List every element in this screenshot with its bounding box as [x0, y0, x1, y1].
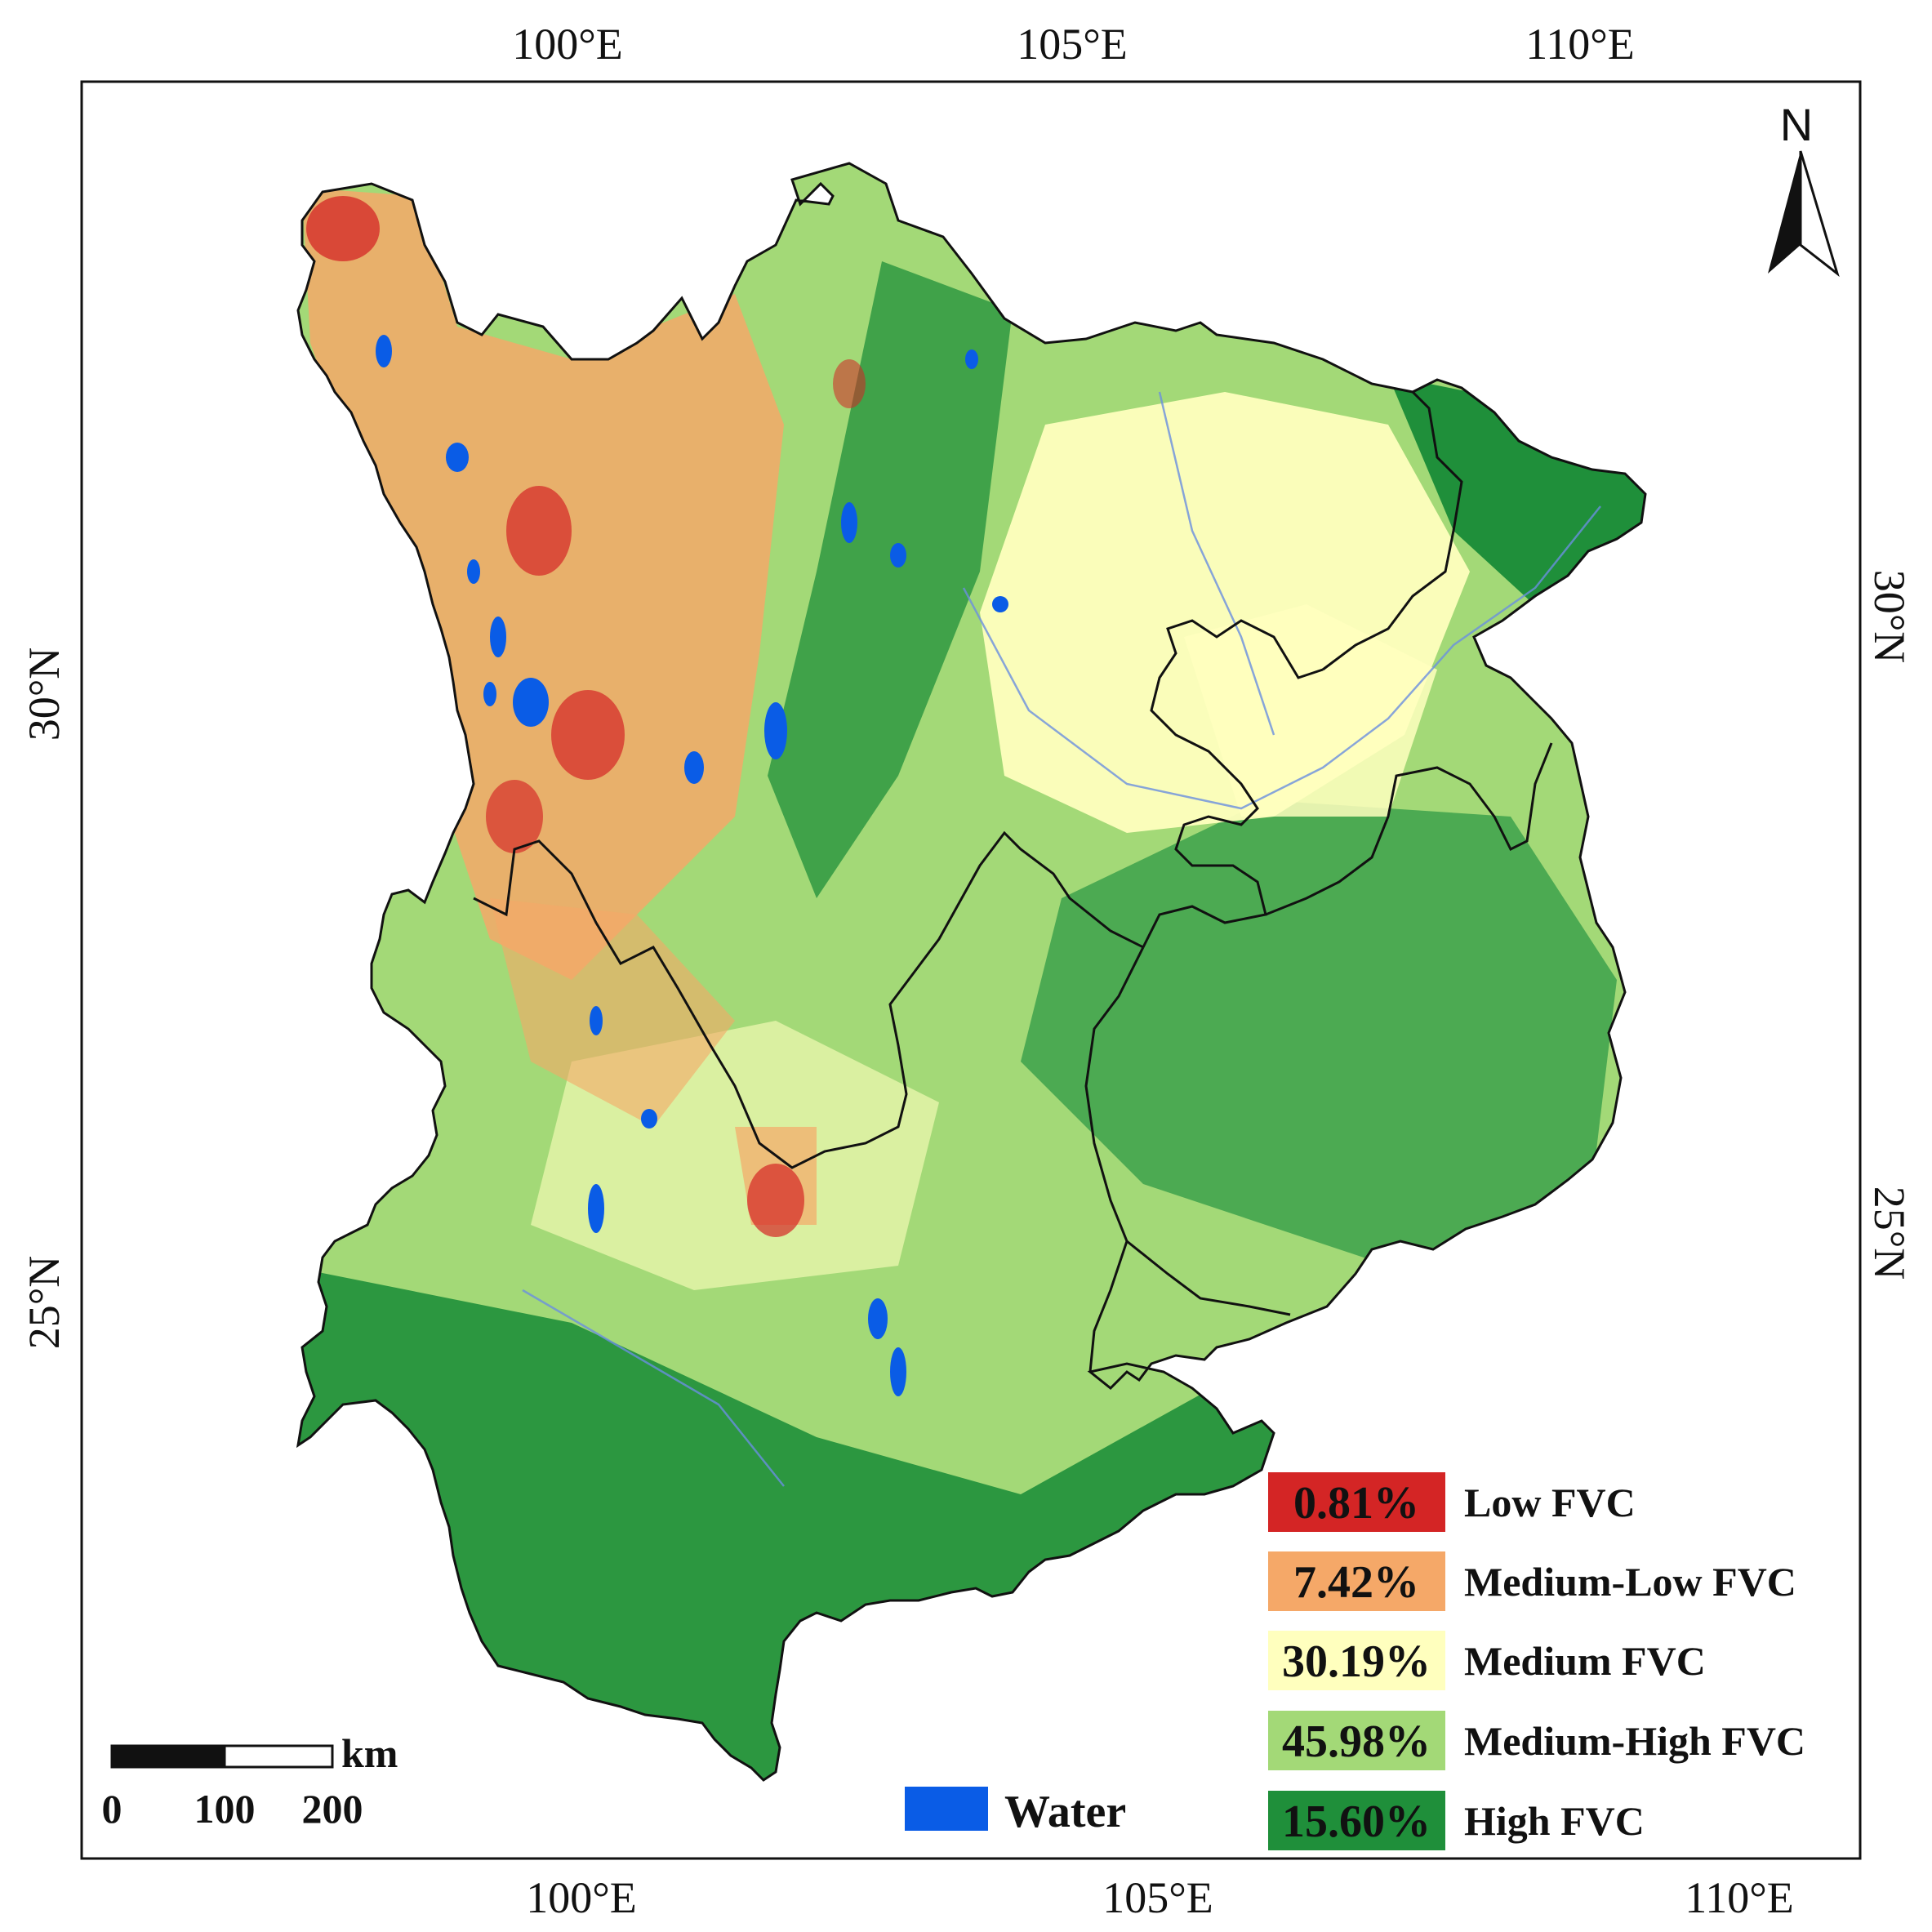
- tick-top-105e: 105°E: [1017, 20, 1128, 69]
- bottom-longitude-ticks: 100°E 105°E 110°E: [526, 1873, 1794, 1922]
- tick-left-30n: 30°N: [20, 648, 69, 741]
- fvc-raster: [298, 163, 1645, 1780]
- legend-swatch-low: [1268, 1472, 1445, 1532]
- water-legend: Water: [905, 1787, 1126, 1837]
- legend-label-high: High FVC: [1464, 1798, 1645, 1844]
- legend-swatch-medium: [1268, 1631, 1445, 1690]
- legend-label-medium: Medium FVC: [1464, 1638, 1706, 1684]
- tick-top-110e: 110°E: [1525, 20, 1635, 69]
- legend-swatch-medium-low: [1268, 1551, 1445, 1611]
- tick-top-100e: 100°E: [512, 20, 623, 69]
- scale-label-0: 0: [102, 1786, 122, 1832]
- tick-bottom-105e: 105°E: [1102, 1873, 1213, 1922]
- province-boundaries: [473, 390, 1553, 1373]
- legend-swatch-medium-high: [1268, 1711, 1445, 1770]
- water-swatch: [905, 1787, 988, 1831]
- legend-percent-high: 15.60%: [1282, 1796, 1431, 1847]
- scale-label-100: 100: [194, 1786, 256, 1832]
- legend-percent-medium-low: 7.42%: [1293, 1557, 1419, 1608]
- tick-bottom-110e: 110°E: [1685, 1873, 1794, 1922]
- water-label: Water: [1004, 1787, 1126, 1837]
- legend-label-low: Low FVC: [1464, 1480, 1636, 1525]
- left-latitude-ticks: 30°N 25°N: [20, 648, 69, 1350]
- tick-left-25n: 25°N: [20, 1256, 69, 1350]
- legend-percent-medium: 30.19%: [1282, 1636, 1431, 1687]
- legend-label-medium-low: Medium-Low FVC: [1464, 1559, 1796, 1605]
- legend-percent-medium-high: 45.98%: [1282, 1716, 1431, 1767]
- legend-swatch-high: [1268, 1791, 1445, 1850]
- legend-label-medium-high: Medium-High FVC: [1464, 1718, 1805, 1764]
- fvc-legend: 0.81% Low FVC 7.42% Medium-Low FVC 30.19…: [1268, 1472, 1805, 1850]
- scale-unit: km: [341, 1730, 398, 1776]
- tick-bottom-100e: 100°E: [526, 1873, 637, 1922]
- north-arrow-icon: [1768, 151, 1801, 274]
- tick-right-30n: 30°N: [1865, 570, 1914, 664]
- right-latitude-ticks: 30°N 25°N: [1865, 570, 1914, 1280]
- water-bodies: [376, 335, 1008, 1396]
- top-longitude-ticks: 100°E 105°E 110°E: [512, 20, 1635, 69]
- north-arrow: N: [1768, 99, 1840, 278]
- north-label: N: [1780, 99, 1813, 150]
- scale-bar: km 0 100 200: [102, 1730, 398, 1832]
- tick-right-25n: 25°N: [1865, 1186, 1914, 1280]
- scale-label-200: 200: [302, 1786, 363, 1832]
- rivers: [522, 391, 1601, 1487]
- legend-percent-low: 0.81%: [1293, 1478, 1419, 1529]
- map-frame: [80, 80, 1862, 1860]
